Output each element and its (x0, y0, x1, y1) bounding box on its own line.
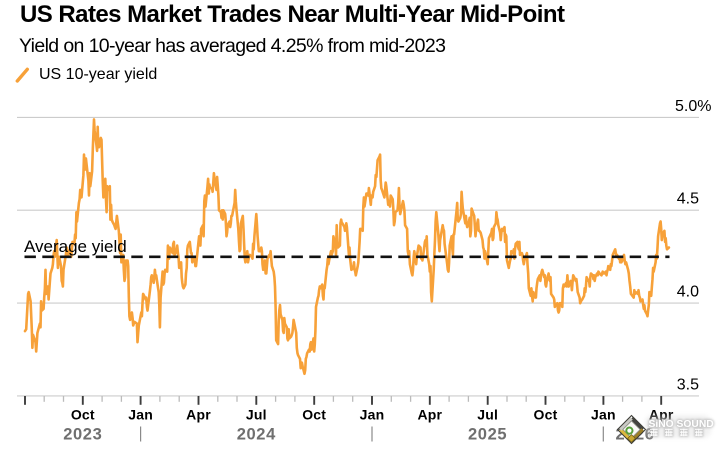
svg-text:SiNO SOUND: SiNO SOUND (649, 419, 714, 430)
svg-text:Oct: Oct (71, 407, 95, 423)
svg-text:Jul: Jul (477, 407, 498, 423)
svg-text:Oct: Oct (534, 407, 558, 423)
svg-text:Average yield: Average yield (24, 237, 127, 256)
svg-text:2024: 2024 (237, 426, 276, 444)
svg-text:Jan: Jan (591, 407, 616, 423)
svg-text:2025: 2025 (468, 426, 507, 444)
svg-text:Jul: Jul (246, 407, 267, 423)
svg-text:Oct: Oct (302, 407, 326, 423)
svg-text:Jan: Jan (360, 407, 385, 423)
svg-text:5.0%: 5.0% (675, 98, 711, 115)
svg-text:SiNO SOUND: SiNO SOUND (649, 419, 714, 430)
svg-text:Jan: Jan (128, 407, 153, 423)
svg-text:2023: 2023 (63, 426, 102, 444)
svg-text:Apr: Apr (186, 407, 211, 423)
svg-text:3.5: 3.5 (677, 376, 699, 393)
svg-text:4.5: 4.5 (677, 191, 699, 208)
svg-text:Apr: Apr (417, 407, 442, 423)
svg-text:4.0: 4.0 (677, 284, 699, 301)
